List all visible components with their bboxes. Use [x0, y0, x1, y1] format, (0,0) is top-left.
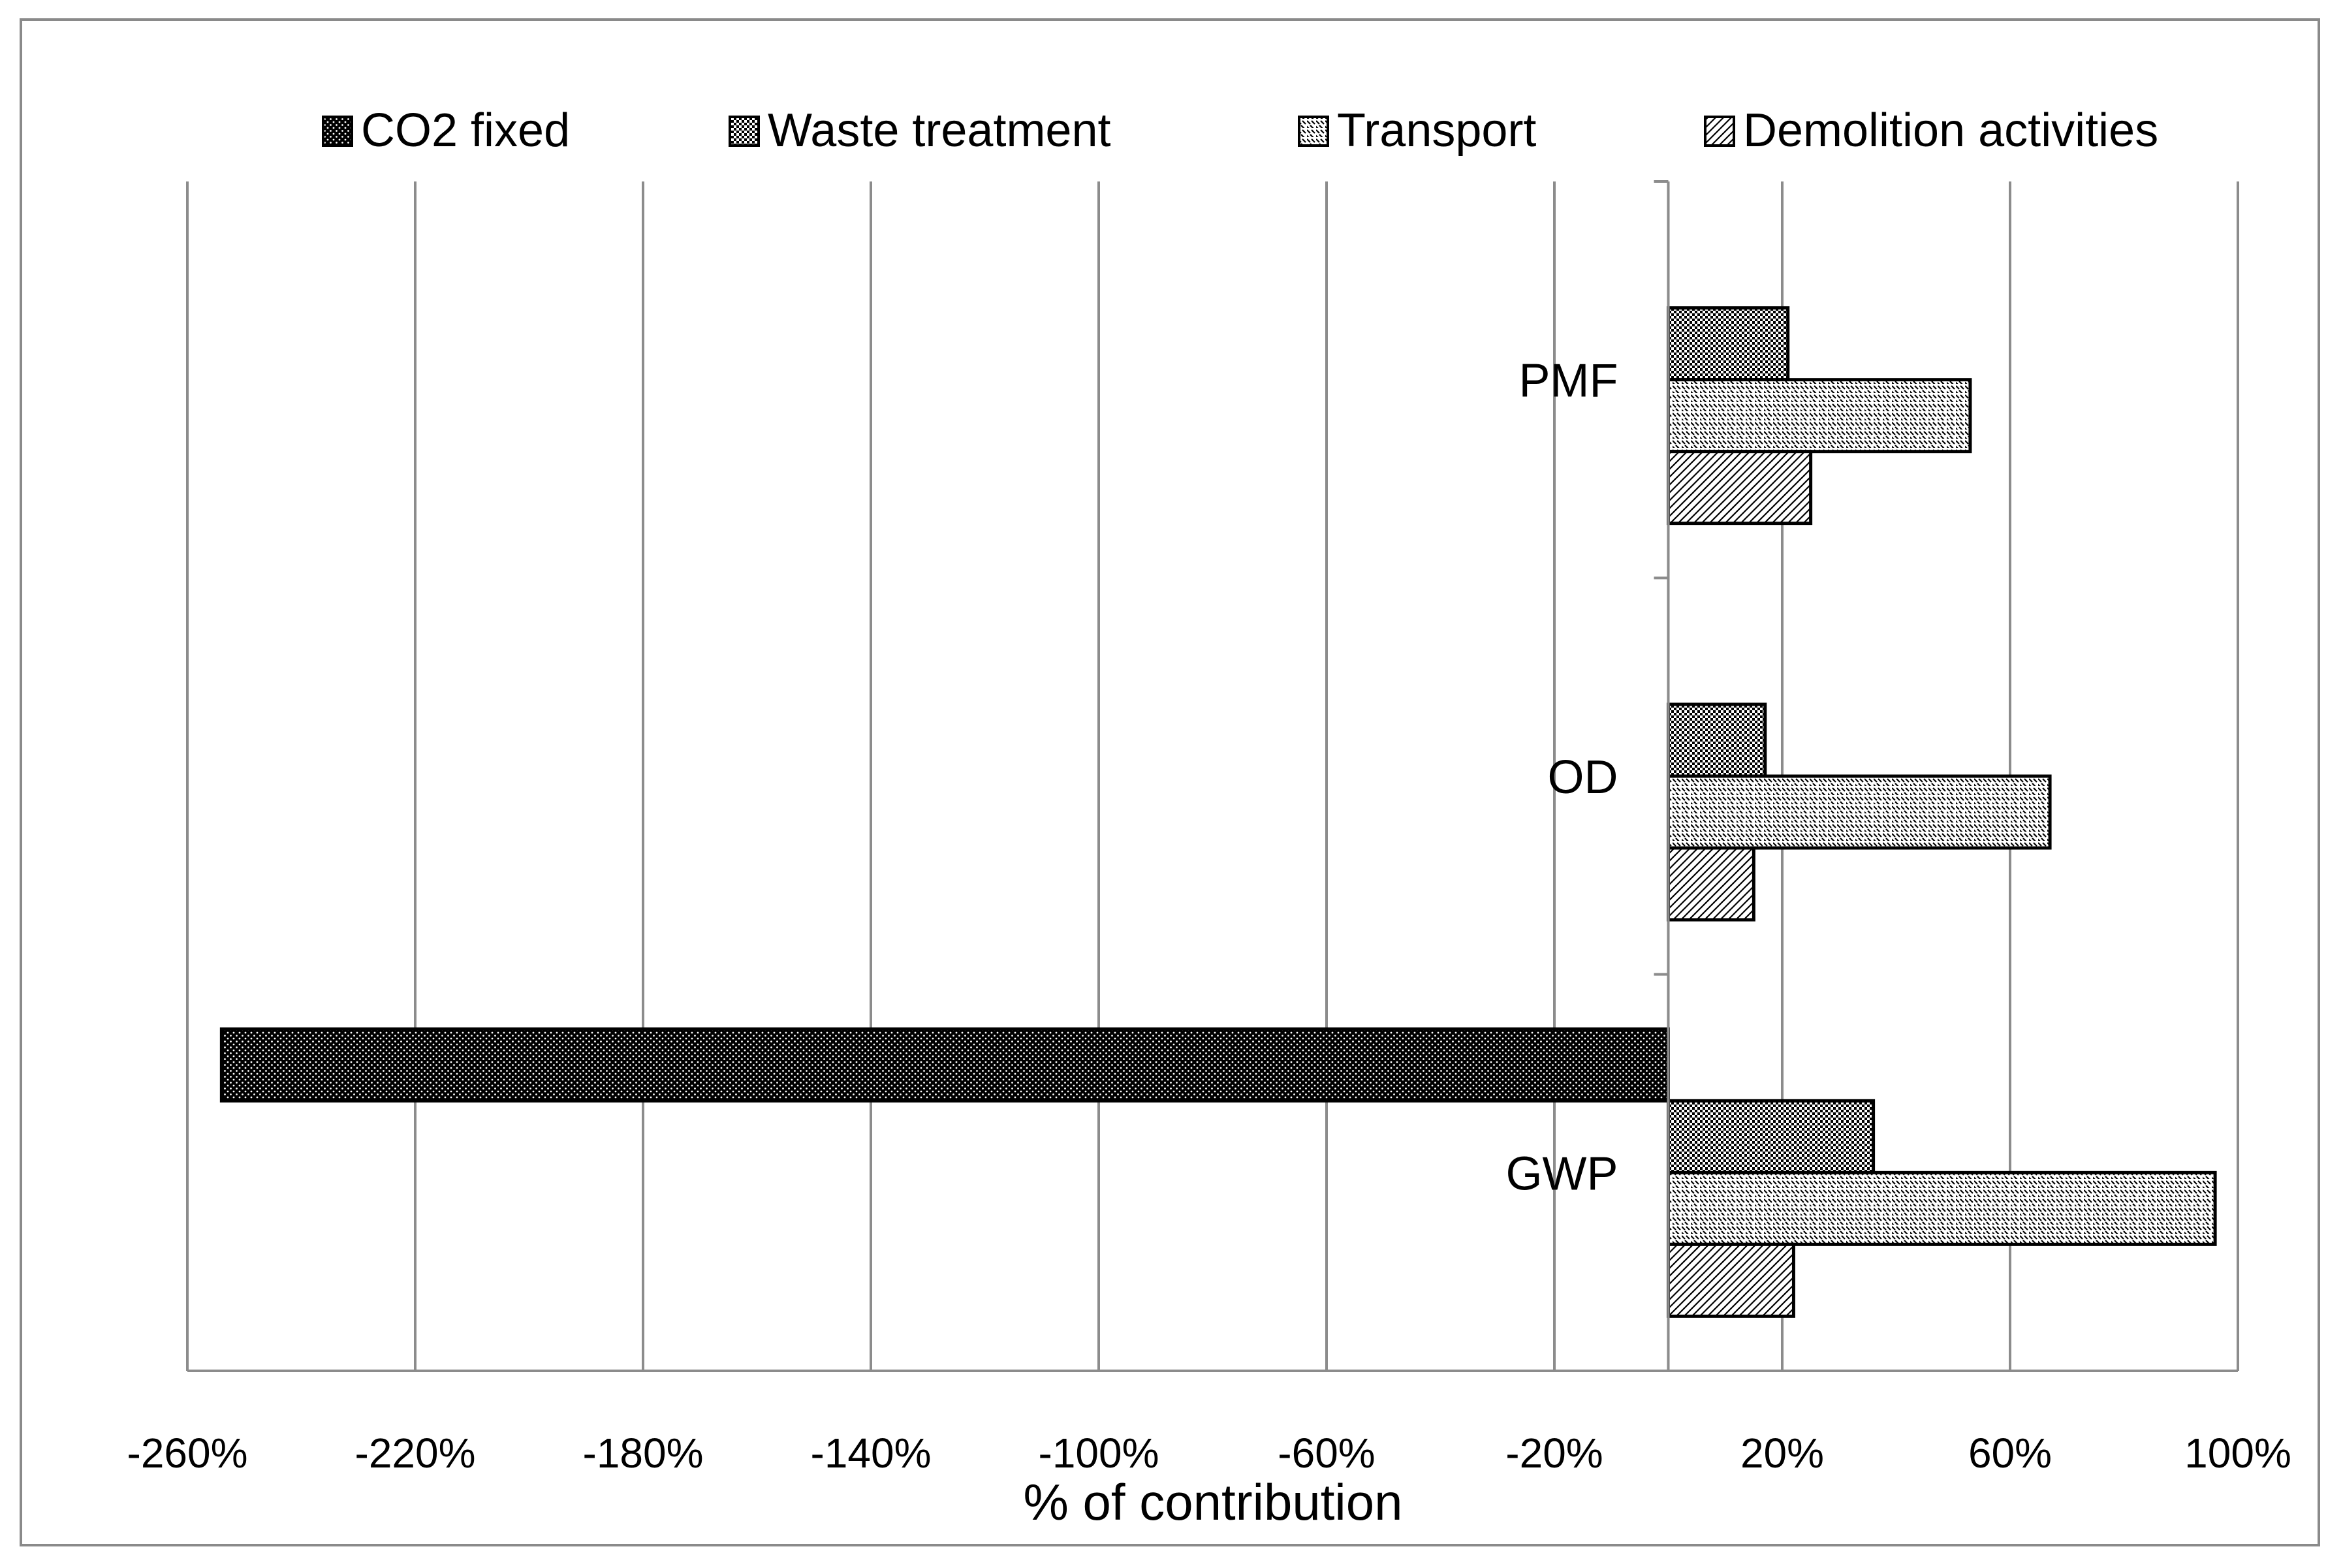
x-tick-label: -60% [1278, 1430, 1375, 1477]
axis-layer: -260% -220% -180% -140% -100% -60% -20% 20% 60% 1… [127, 180, 2291, 1477]
bar-demolition-activities-pmf [1667, 450, 1813, 525]
x-tick-label: 20% [1740, 1430, 1824, 1477]
bar-co2-fixed-gwp [219, 1027, 1670, 1103]
x-tick-label: 60% [1968, 1430, 2052, 1477]
x-tick-label: -20% [1505, 1430, 1603, 1477]
bar-transport-pmf [1667, 378, 1972, 454]
legend-item: Demolition activities [1704, 104, 2158, 157]
x-tick-label: -100% [1039, 1430, 1159, 1477]
x-axis-title: % of contribution [1023, 1473, 1402, 1531]
x-tick-label: -140% [811, 1430, 932, 1477]
bars-layer [219, 306, 2217, 1318]
x-tick-label: 100% [2184, 1430, 2291, 1477]
legend-label: CO2 fixed [361, 104, 570, 157]
legend-item: Waste treatment [729, 104, 1111, 157]
x-tick-label: -180% [583, 1430, 704, 1477]
x-tick-label: -220% [355, 1430, 476, 1477]
bar-waste-treatment-od [1667, 702, 1767, 778]
legend: CO2 fixed Waste treatment Transport Demolit… [322, 104, 2158, 157]
x-tick-label: -260% [127, 1430, 248, 1477]
bar-transport-gwp [1667, 1170, 2217, 1246]
legend-label: Transport [1337, 104, 1536, 157]
legend-swatch [1298, 116, 1329, 147]
bar-demolition-activities-od [1667, 846, 1755, 922]
bar-demolition-activities-gwp [1667, 1242, 1795, 1318]
bar-waste-treatment-pmf [1667, 306, 1790, 382]
bar-transport-od [1667, 774, 2052, 850]
legend-label: Demolition activities [1743, 104, 2158, 157]
legend-swatch [1704, 116, 1735, 147]
bar-waste-treatment-gwp [1667, 1099, 1876, 1174]
category-label: GWP [1506, 1148, 1618, 1200]
legend-item: Transport [1298, 104, 1536, 157]
category-label: PMF [1519, 355, 1618, 407]
legend-label: Waste treatment [768, 104, 1111, 157]
category-label: OD [1548, 751, 1618, 804]
legend-item: CO2 fixed [322, 104, 570, 157]
legend-swatch [322, 116, 353, 147]
legend-swatch [729, 116, 760, 147]
